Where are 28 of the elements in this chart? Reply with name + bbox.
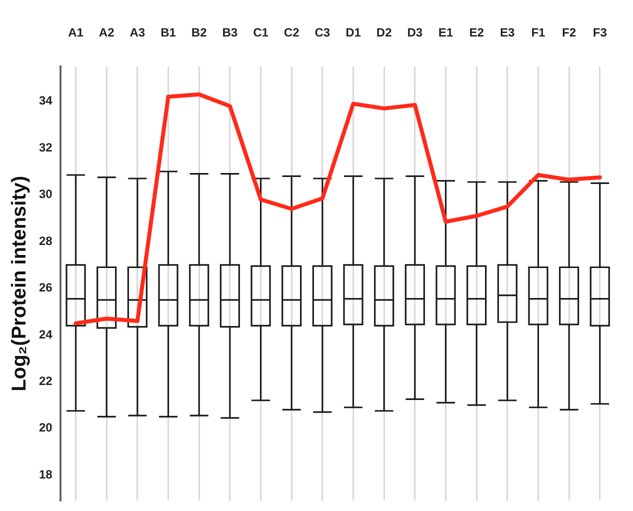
x-tick-label: A2 [98,26,115,40]
x-tick-label: A3 [130,26,146,40]
x-tick-label: D1 [346,26,362,40]
y-tick-label: 28 [38,234,53,248]
y-tick-label: 30 [38,187,53,202]
x-tick-label: E1 [438,26,454,40]
y-tick-label: 26 [38,280,53,295]
x-tick-label: F1 [531,26,546,40]
x-tick-label: C3 [314,26,330,40]
y-axis-title: Log₂(Protein intensity) [8,176,31,392]
y-tick-label: 34 [38,94,53,108]
x-tick-label: E3 [500,26,516,40]
x-tick-label: D2 [376,26,392,40]
x-tick-label: B3 [222,26,238,40]
x-tick-label: E2 [469,26,484,40]
x-tick-label: C2 [284,26,300,40]
x-tick-label: B1 [160,26,176,40]
x-tick-label: F3 [592,26,608,40]
x-tick-label: B2 [191,26,208,40]
y-tick-label: 18 [38,467,53,482]
x-tick-label: D3 [407,26,423,40]
y-tick-label: 32 [38,140,53,154]
y-tick-label: 22 [38,374,53,388]
x-tick-label: C1 [253,26,269,40]
x-tick-label: F2 [562,26,576,40]
y-tick-label: 24 [38,327,53,342]
y-tick-label: 20 [38,420,53,435]
x-tick-label: A1 [68,26,84,40]
